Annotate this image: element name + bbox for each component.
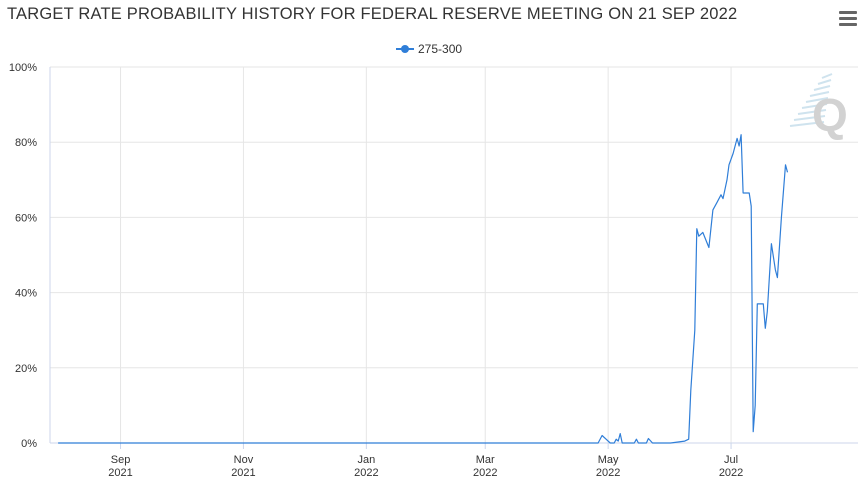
- data-point[interactable]: [667, 439, 675, 447]
- watermark-logo: Q: [789, 73, 848, 141]
- x-tick-year-label: 2021: [108, 467, 132, 479]
- data-point[interactable]: [177, 439, 185, 447]
- y-tick-label: 100%: [9, 62, 37, 74]
- data-point[interactable]: [773, 274, 781, 282]
- x-tick-year-label: 2022: [354, 467, 378, 479]
- data-point[interactable]: [705, 244, 713, 252]
- data-point[interactable]: [54, 439, 62, 447]
- data-point[interactable]: [649, 439, 657, 447]
- data-point[interactable]: [767, 240, 775, 248]
- legend-label: 275-300: [418, 42, 463, 56]
- data-point[interactable]: [761, 324, 769, 332]
- data-point[interactable]: [425, 439, 433, 447]
- data-point[interactable]: [759, 300, 767, 308]
- y-tick-label: 60%: [15, 212, 37, 224]
- data-point[interactable]: [763, 307, 771, 315]
- data-point[interactable]: [622, 439, 630, 447]
- data-point[interactable]: [751, 401, 759, 409]
- data-point[interactable]: [699, 228, 707, 236]
- x-tick-label: Nov: [234, 454, 254, 466]
- data-point[interactable]: [771, 266, 779, 274]
- y-tick-label: 80%: [15, 137, 37, 149]
- data-point[interactable]: [634, 439, 642, 447]
- page-title: TARGET RATE PROBABILITY HISTORY FOR FEDE…: [7, 5, 738, 23]
- watermark-stripe: [817, 79, 832, 85]
- data-point[interactable]: [691, 326, 699, 334]
- legend-item-275-300[interactable]: 275-300: [396, 42, 462, 56]
- data-point[interactable]: [616, 430, 624, 438]
- data-point[interactable]: [594, 439, 602, 447]
- svg-text:Q: Q: [812, 89, 848, 141]
- data-point[interactable]: [749, 428, 757, 436]
- x-tick-year-label: 2022: [719, 467, 743, 479]
- y-tick-label: 0%: [21, 438, 37, 450]
- x-tick-year-label: 2021: [231, 467, 255, 479]
- data-point[interactable]: [737, 131, 745, 139]
- data-point[interactable]: [782, 161, 790, 169]
- data-point[interactable]: [687, 386, 695, 394]
- x-tick-label: Mar: [476, 454, 495, 466]
- data-point[interactable]: [725, 161, 733, 169]
- data-point[interactable]: [777, 213, 785, 221]
- watermark-stripe: [805, 97, 829, 103]
- data-point[interactable]: [747, 202, 755, 210]
- data-point[interactable]: [723, 176, 731, 184]
- legend-line-icon: [396, 45, 414, 53]
- data-point[interactable]: [735, 142, 743, 150]
- watermark-stripe: [801, 103, 828, 109]
- watermark-stripe: [789, 121, 825, 127]
- data-point[interactable]: [745, 189, 753, 197]
- data-point[interactable]: [544, 439, 552, 447]
- watermark-stripe: [813, 85, 831, 91]
- data-point[interactable]: [709, 206, 717, 214]
- x-tick-label: May: [598, 454, 619, 466]
- x-tick-label: Jan: [357, 454, 375, 466]
- watermark-stripe: [797, 109, 827, 115]
- watermark-stripe: [793, 115, 826, 121]
- data-point[interactable]: [729, 150, 737, 158]
- x-tick-label: Sep: [111, 454, 131, 466]
- data-point[interactable]: [300, 439, 308, 447]
- y-tick-label: 20%: [15, 363, 37, 375]
- x-tick-year-label: 2022: [596, 467, 620, 479]
- x-tick-year-label: 2022: [473, 467, 497, 479]
- data-point[interactable]: [784, 168, 792, 176]
- hamburger-menu-icon[interactable]: [836, 8, 860, 30]
- y-tick-label: 40%: [15, 288, 37, 300]
- series-line-275-300: [58, 134, 789, 444]
- watermark-stripe: [809, 91, 830, 97]
- data-point[interactable]: [685, 435, 693, 443]
- data-point[interactable]: [719, 195, 727, 203]
- x-tick-label: Jul: [724, 454, 738, 466]
- watermark-stripe: [821, 73, 833, 79]
